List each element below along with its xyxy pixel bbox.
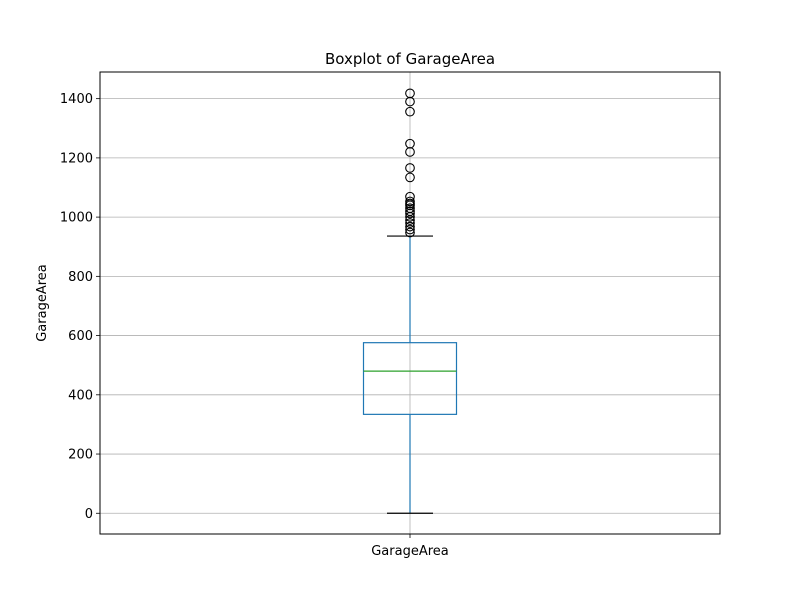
outlier-point xyxy=(405,224,415,235)
y-tick-label: 1000 xyxy=(60,211,93,226)
y-axis-ticks: 0 200 400 600 800 1000 1200 1400 xyxy=(60,92,100,522)
y-tick-label: 200 xyxy=(68,448,93,463)
y-tick-label: 800 xyxy=(68,270,93,285)
outlier-point xyxy=(405,106,415,117)
y-tick-label: 400 xyxy=(68,388,93,403)
outlier-point xyxy=(405,88,415,99)
outlier-point xyxy=(405,163,415,173)
y-tick-label: 1400 xyxy=(60,92,93,107)
outlier-point xyxy=(405,227,415,238)
box-group xyxy=(362,88,458,514)
y-tick-label: 0 xyxy=(85,507,93,522)
outlier-point xyxy=(405,191,415,202)
x-tick-label: GarageArea xyxy=(371,544,449,559)
y-tick-label: 600 xyxy=(68,329,93,344)
outlier-point xyxy=(405,138,415,149)
outlier-point xyxy=(405,196,415,207)
outlier-point xyxy=(405,203,415,214)
outlier-point xyxy=(405,172,415,183)
y-axis-label: GarageArea xyxy=(35,264,50,342)
outlier-point xyxy=(405,218,415,228)
y-tick-label: 1200 xyxy=(60,151,93,166)
outlier-point xyxy=(405,206,415,217)
iqr-box xyxy=(362,342,458,415)
chart-title: Boxplot of GarageArea xyxy=(325,50,495,68)
outlier-point xyxy=(405,221,415,232)
x-axis-ticks: GarageArea xyxy=(371,534,449,559)
